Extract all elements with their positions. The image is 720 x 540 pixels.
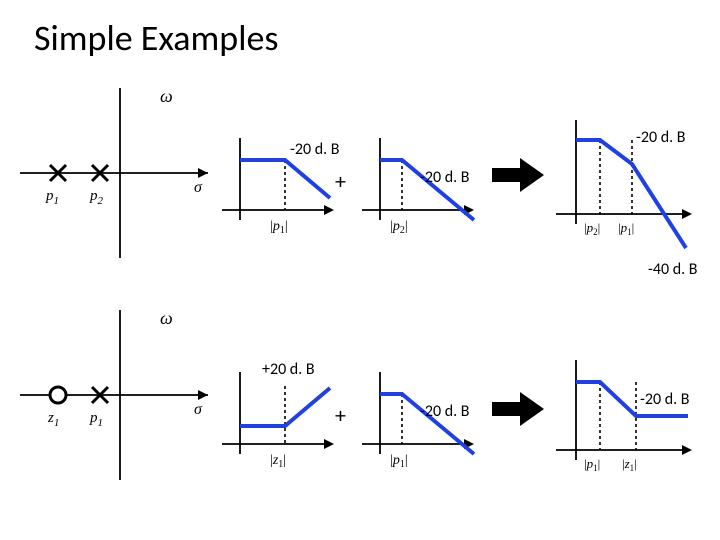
slope-c2: -20 d. B [640, 390, 690, 409]
bode-combined-row2: |p1| |z1| [556, 360, 696, 480]
abs-p1-c2: |p1| [584, 456, 600, 473]
sigma-label: σ [194, 179, 203, 196]
abs-p1-label: |p1| [270, 219, 288, 236]
slope-p2: -20 d. B [420, 168, 470, 187]
abs-p1-c: |p1| [618, 220, 634, 237]
p2-label: p2 [89, 188, 104, 207]
bode-p1b: |p1| [362, 372, 477, 472]
plus-row1: + [335, 168, 346, 195]
slope-p1: -20 d. B [290, 140, 340, 159]
abs-p2-c: |p2| [584, 220, 600, 237]
plus-row2: + [335, 402, 346, 429]
slope-p1b: -20 d. B [420, 402, 470, 421]
abs-z1-c2: |z1| [622, 456, 637, 473]
slope-c1a: -20 d. B [636, 128, 686, 147]
slide: Simple Examples ω σ p1 p2 [0, 0, 720, 540]
arrow-row1 [492, 158, 544, 192]
abs-p2-label: |p2| [390, 219, 408, 236]
slope-c1b: -40 d. B [648, 260, 698, 279]
pz-two-poles: ω σ p1 p2 [20, 88, 220, 258]
arrow-row2 [492, 392, 544, 426]
slide-title: Simple Examples [34, 16, 278, 60]
bode-z1: |z1| [222, 372, 337, 472]
abs-p1b-label: |p1| [390, 453, 408, 470]
slope-z1: +20 d. B [262, 360, 315, 379]
z1-label: z1 [47, 410, 59, 429]
p1-label: p1 [45, 188, 59, 207]
abs-z1-label: |z1| [270, 453, 286, 470]
sigma-label-2: σ [194, 401, 203, 418]
omega-label-2: ω [160, 310, 173, 328]
omega-label: ω [160, 88, 173, 106]
bode-p2: |p2| [362, 138, 477, 238]
p1b-label: p1 [89, 410, 103, 429]
pz-zero-pole: ω σ z1 p1 [20, 310, 220, 480]
